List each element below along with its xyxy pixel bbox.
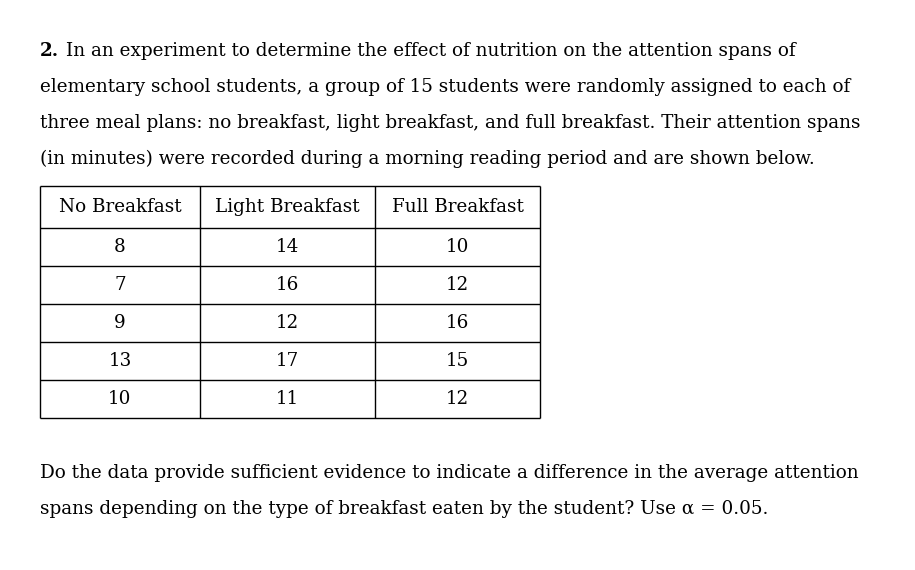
Text: Full Breakfast: Full Breakfast [392,198,523,216]
Text: 12: 12 [446,390,469,408]
Text: 2.: 2. [40,42,59,60]
Text: 10: 10 [446,238,469,256]
Text: 10: 10 [108,390,132,408]
Text: 16: 16 [446,314,469,332]
Text: Do the data provide sufficient evidence to indicate a difference in the average : Do the data provide sufficient evidence … [40,464,858,482]
Text: 14: 14 [275,238,299,256]
Text: three meal plans: no breakfast, light breakfast, and full breakfast. Their atten: three meal plans: no breakfast, light br… [40,114,860,132]
Text: 12: 12 [276,314,299,332]
Text: spans depending on the type of breakfast eaten by the student? Use α = 0.05.: spans depending on the type of breakfast… [40,500,769,518]
Text: 17: 17 [276,352,299,370]
Text: Light Breakfast: Light Breakfast [215,198,360,216]
Text: In an experiment to determine the effect of nutrition on the attention spans of: In an experiment to determine the effect… [60,42,796,60]
Text: 16: 16 [275,276,299,294]
Text: No Breakfast: No Breakfast [59,198,181,216]
Text: 15: 15 [446,352,469,370]
Text: 11: 11 [276,390,299,408]
Text: 9: 9 [114,314,126,332]
Text: (in minutes) were recorded during a morning reading period and are shown below.: (in minutes) were recorded during a morn… [40,150,814,168]
Text: 12: 12 [446,276,469,294]
Text: 7: 7 [114,276,126,294]
Text: elementary school students, a group of 15 students were randomly assigned to eac: elementary school students, a group of 1… [40,78,850,96]
Text: 13: 13 [108,352,132,370]
Text: 8: 8 [114,238,126,256]
